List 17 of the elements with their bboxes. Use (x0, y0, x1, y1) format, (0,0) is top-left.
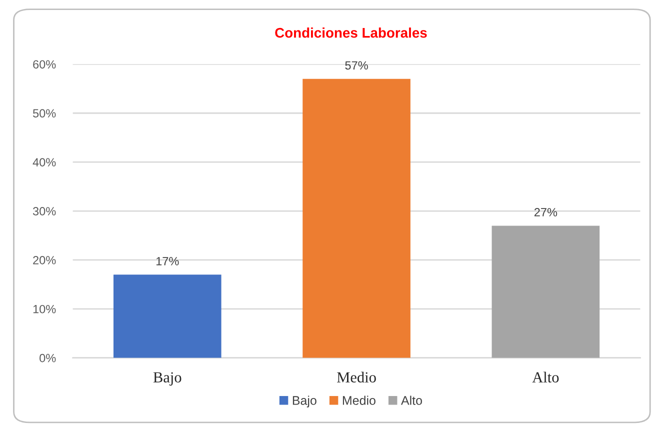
legend-label: Bajo (292, 396, 316, 408)
y-tick-label: 30% (32, 207, 56, 216)
legend-label: Medio (342, 396, 376, 405)
y-tick-label: 20% (33, 256, 56, 264)
y-tick-label: 60% (33, 60, 56, 69)
x-tick-label: Alto (532, 372, 559, 382)
y-tick-label: 50% (32, 109, 56, 118)
data-label: 57% (345, 61, 368, 70)
data-label: 17% (156, 257, 179, 266)
chart-title: Condiciones Laborales (275, 28, 427, 38)
y-tick-label: 0% (40, 354, 56, 362)
y-tick-label: 40% (32, 158, 56, 166)
y-tick-label: 10% (33, 304, 56, 314)
legend-label: Alto (400, 396, 422, 405)
x-tick-label: Medio (337, 372, 376, 382)
x-tick-label: Bajo (153, 372, 182, 386)
data-label: 27% (534, 208, 558, 216)
